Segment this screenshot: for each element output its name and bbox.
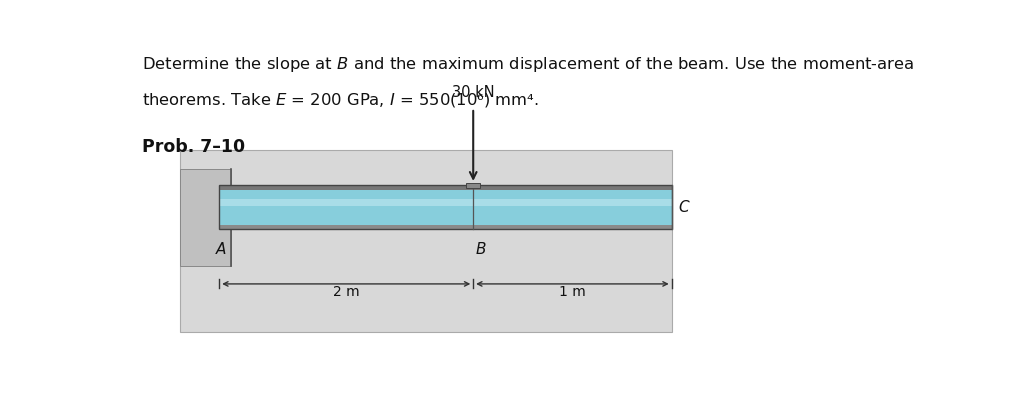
Text: theorems. Take $E$ = 200 GPa, $I$ = 550(10⁶) mm⁴.: theorems. Take $E$ = 200 GPa, $I$ = 550(…	[142, 91, 539, 109]
Bar	[179, 169, 231, 266]
Bar	[219, 190, 672, 225]
Bar	[179, 151, 672, 333]
Bar	[219, 199, 672, 206]
Text: 2 m: 2 m	[333, 285, 359, 299]
Text: $C$: $C$	[678, 199, 690, 215]
Text: $B$: $B$	[475, 242, 486, 257]
Text: Prob. 7–10: Prob. 7–10	[142, 138, 246, 156]
Bar	[466, 183, 480, 188]
Text: $A$: $A$	[215, 242, 227, 257]
Text: Determine the slope at $B$ and the maximum displacement of the beam. Use the mom: Determine the slope at $B$ and the maxim…	[142, 55, 914, 74]
Text: 30 kN: 30 kN	[452, 85, 495, 100]
Bar	[219, 185, 672, 190]
Text: 1 m: 1 m	[559, 285, 586, 299]
Bar	[219, 225, 672, 229]
Bar	[219, 185, 672, 229]
